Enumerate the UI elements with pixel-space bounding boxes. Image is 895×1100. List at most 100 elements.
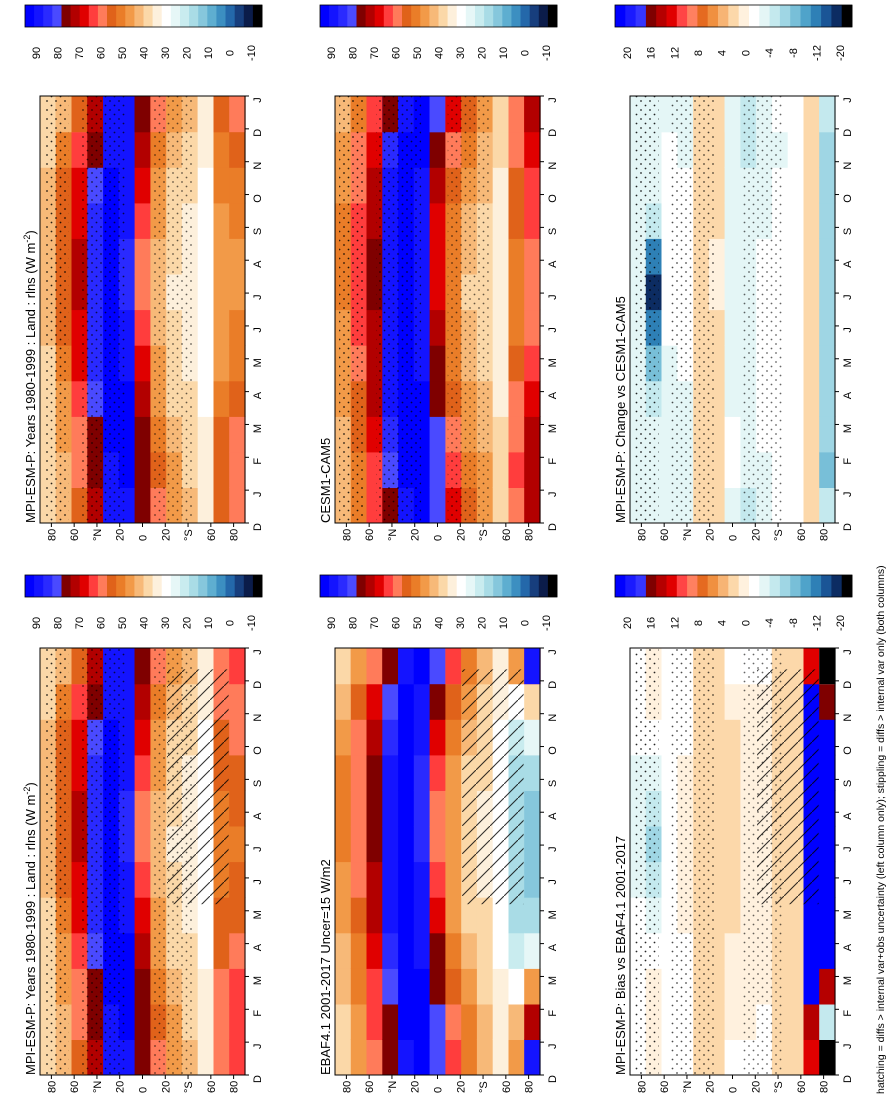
lat-tick-label: 60 <box>69 1081 81 1093</box>
heat-cell <box>508 416 525 453</box>
lat-tick-label: °N <box>387 529 399 541</box>
colorbar-tick-label: -10 <box>541 615 553 631</box>
colorbar-swatch <box>43 575 53 597</box>
heat-cell <box>461 1003 478 1040</box>
colorbar-swatch <box>134 575 144 597</box>
heat-cell <box>724 968 741 1005</box>
lat-tick-label: °S <box>478 1081 490 1093</box>
heat-cell <box>213 238 230 275</box>
colorbar-swatch <box>429 575 439 597</box>
heat-cell <box>229 932 246 969</box>
heat-cell <box>366 1003 383 1040</box>
heat-cell <box>213 202 230 239</box>
heat-cell <box>197 968 215 1005</box>
colorbar-swatch <box>61 5 71 27</box>
heat-cell <box>819 648 836 685</box>
heat-cell <box>413 1003 431 1040</box>
month-tick-label: N <box>547 714 559 722</box>
heat-cell <box>445 968 462 1005</box>
colorbar-swatch <box>198 575 208 597</box>
heat-cell <box>229 648 246 685</box>
month-tick-label: J <box>252 846 264 852</box>
colorbar-swatch <box>429 5 439 27</box>
colorbar-tick-label: 60 <box>95 617 107 629</box>
heat-cell <box>445 932 462 969</box>
heat-cell <box>366 683 383 720</box>
heat-cell <box>134 131 151 168</box>
month-tick-label: D <box>547 523 559 531</box>
heat-cell <box>508 380 525 417</box>
colorbar-swatch <box>547 5 558 27</box>
colorbar-swatch <box>635 5 647 27</box>
colorbar-tick-label: 4 <box>717 620 729 626</box>
month-tick-label: D <box>252 1075 264 1083</box>
colorbar-swatch <box>520 575 530 597</box>
heat-cell <box>413 648 431 685</box>
lat-tick-label: °N <box>682 1081 694 1093</box>
colorbar-tick-label: 60 <box>390 47 402 59</box>
heat-cell <box>335 1003 352 1040</box>
heat-cell <box>398 932 415 969</box>
heat-cell <box>134 968 151 1005</box>
heat-cell <box>382 790 399 827</box>
colorbar-swatch <box>465 5 476 27</box>
heat-cell <box>398 968 415 1005</box>
colorbar-swatch <box>25 5 35 27</box>
stipple-region <box>671 648 717 1075</box>
colorbar-swatch <box>392 5 403 27</box>
panel-cesm: 80 60 °N 20 0 20 °S 60 80 D J F M A M J J A S O N D J CESM1-CAM… <box>318 95 559 541</box>
colorbar-swatch <box>34 575 44 597</box>
heat-cell <box>413 825 431 863</box>
heat-cell <box>197 380 215 417</box>
heat-cell <box>398 1039 415 1075</box>
heat-cell <box>429 238 446 275</box>
heat-cell <box>524 861 541 898</box>
lat-tick-label: 60 <box>796 1081 808 1093</box>
month-tick-label: O <box>252 746 264 755</box>
month-tick-label: J <box>547 491 559 497</box>
colorbar-swatch <box>225 5 235 27</box>
heat-cell <box>492 897 510 934</box>
heat-cell <box>213 968 230 1005</box>
colorbar-tick-label: 20 <box>477 47 489 59</box>
heat-cell <box>429 273 446 311</box>
heat-cell <box>197 273 215 311</box>
colorbar-swatch <box>125 5 135 27</box>
heat-cell <box>229 345 246 382</box>
colorbar-swatch <box>666 5 678 27</box>
heat-cell <box>476 1039 494 1075</box>
heat-cell <box>429 897 446 934</box>
colorbar-swatch <box>411 5 421 27</box>
colorbar-swatch <box>666 575 678 597</box>
heat-cell <box>787 487 805 523</box>
heat-cell <box>213 380 230 417</box>
month-tick-label: D <box>842 129 854 137</box>
colorbar-swatch <box>34 5 44 27</box>
colorbar-swatch <box>97 575 108 597</box>
colorbar-tick-label: 50 <box>412 47 424 59</box>
colorbar-swatch <box>841 5 853 27</box>
heat-cell <box>724 719 741 756</box>
colorbar-swatch <box>329 5 339 27</box>
stipple-region <box>634 96 659 523</box>
heat-cell <box>335 932 352 969</box>
colorbar-swatch <box>810 575 822 597</box>
heat-cell <box>492 1003 510 1040</box>
heat-cell <box>134 345 151 382</box>
colorbar-swatch <box>243 5 254 27</box>
stipple-region <box>376 96 422 523</box>
colorbar-swatch <box>189 5 199 27</box>
heat-cell <box>819 131 836 168</box>
heat-cell <box>429 790 446 827</box>
colorbar-tick-label: 60 <box>390 617 402 629</box>
stipple-region <box>44 96 69 523</box>
month-tick-label: A <box>547 812 559 820</box>
footnote: hatching = diffs > internal var+obs unce… <box>875 565 887 1094</box>
lat-tick-label: 80 <box>46 529 58 541</box>
heat-cell <box>413 790 431 827</box>
month-tick-label: M <box>842 976 854 985</box>
heat-cell <box>492 451 510 488</box>
heat-cell <box>724 202 741 239</box>
lat-tick-label: 20 <box>750 529 762 541</box>
heat-cell <box>413 1039 431 1075</box>
